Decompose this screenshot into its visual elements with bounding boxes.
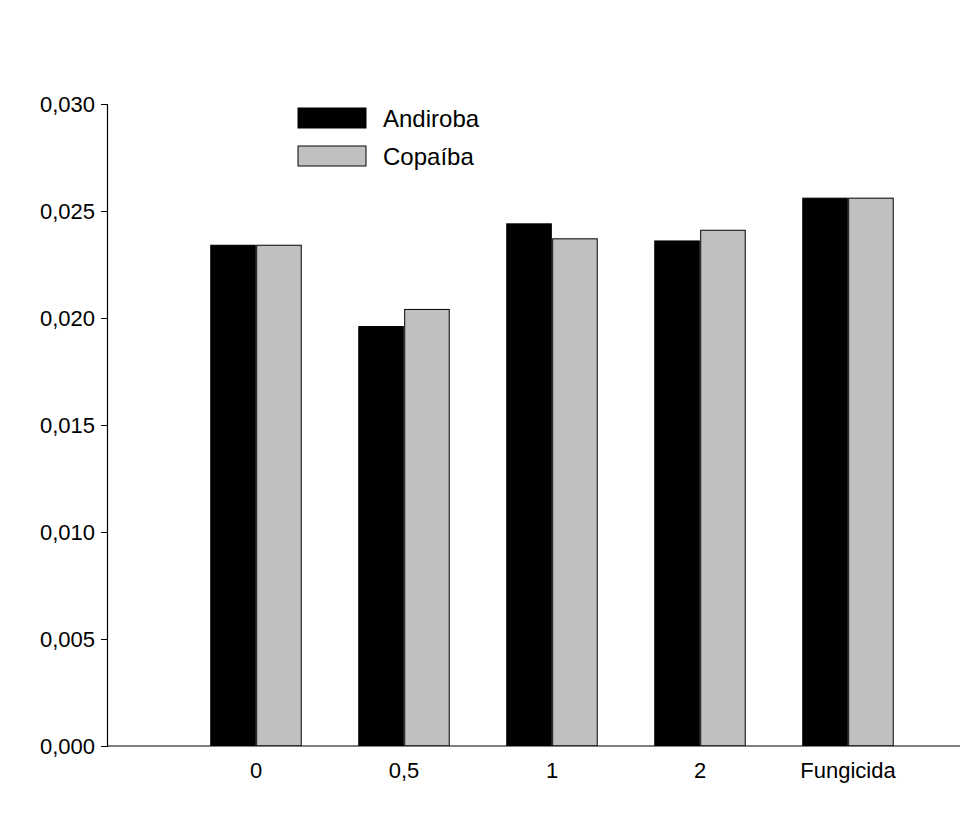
x-tick-label: 2	[694, 758, 706, 783]
y-axis-line	[101, 105, 108, 747]
bars	[211, 198, 893, 746]
bar	[803, 198, 848, 746]
y-tick: 0,005	[40, 627, 107, 652]
x-tick-label: 0,5	[389, 758, 420, 783]
y-axis: 0,000 0,005 0,010 0,015 0,020 0,025 0,030	[40, 92, 108, 759]
y-tick: 0,000	[40, 734, 107, 759]
bar	[359, 327, 404, 746]
y-tick: 0,020	[40, 306, 107, 331]
y-tick-mark	[101, 104, 107, 105]
y-tick-label: 0,015	[40, 413, 95, 438]
x-tick: 1	[546, 758, 558, 783]
bar	[655, 241, 700, 746]
legend-label: Andiroba	[383, 105, 480, 132]
y-tick: 0,030	[40, 92, 107, 117]
y-tick: 0,025	[40, 199, 107, 224]
y-tick-label: 0,025	[40, 199, 95, 224]
legend-label: Copaíba	[383, 143, 474, 170]
y-tick-mark	[101, 639, 107, 640]
y-tick-label: 0,030	[40, 92, 95, 117]
y-tick: 0,010	[40, 520, 107, 545]
x-tick-label: 1	[546, 758, 558, 783]
x-tick-label: Fungicida	[800, 758, 896, 783]
y-tick-label: 0,020	[40, 306, 95, 331]
y-tick-label: 0,005	[40, 627, 95, 652]
y-tick-mark	[101, 211, 107, 212]
bar	[849, 198, 894, 746]
bar	[553, 239, 598, 746]
y-tick-mark	[101, 318, 107, 319]
bar	[507, 224, 552, 746]
y-tick-mark	[101, 425, 107, 426]
legend-item: Andiroba	[298, 105, 480, 132]
legend-swatch	[298, 146, 366, 166]
y-tick-mark	[101, 746, 107, 747]
bar	[211, 245, 256, 746]
x-tick: 0,5	[389, 758, 420, 783]
x-axis: 0 0,5 1 2 Fungicida	[107, 746, 960, 783]
legend-swatch	[298, 108, 366, 128]
bar	[701, 230, 746, 746]
x-tick: 2	[694, 758, 706, 783]
x-axis-line	[107, 745, 960, 746]
y-tick-mark	[101, 532, 107, 533]
y-tick-label: 0,000	[40, 734, 95, 759]
x-tick: 0	[250, 758, 262, 783]
legend: Andiroba Copaíba	[298, 105, 480, 170]
chart: 0,000 0,005 0,010 0,015 0,020 0,025 0,030 0 0,5 1…	[0, 0, 961, 832]
x-tick: Fungicida	[800, 758, 896, 783]
y-tick: 0,015	[40, 413, 107, 438]
bar	[405, 309, 450, 746]
y-tick-label: 0,010	[40, 520, 95, 545]
bar	[257, 245, 302, 746]
legend-item: Copaíba	[298, 143, 474, 170]
x-tick-label: 0	[250, 758, 262, 783]
